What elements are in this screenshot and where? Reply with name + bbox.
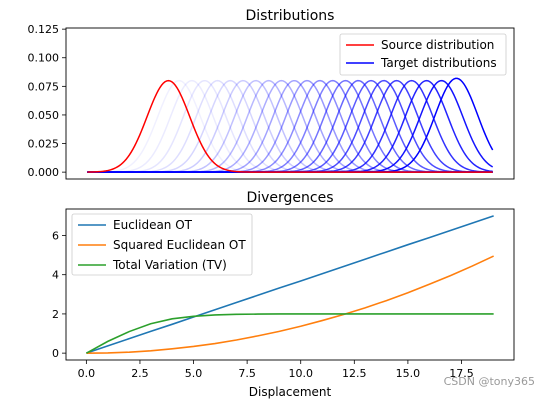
target-distribution-line (87, 79, 493, 173)
y-tick-label: 6 (52, 229, 59, 242)
target-distribution-line (87, 79, 494, 173)
x-tick-label: 17.5 (449, 367, 474, 380)
distributions-y-ticks: 0.000 0.025 0.050 0.075 0.100 0.125 (28, 23, 66, 179)
y-tick-label: 0.025 (28, 138, 60, 151)
legend-label-euclidean: Euclidean OT (113, 218, 193, 232)
legend-label-tv: Total Variation (TV) (112, 258, 227, 272)
x-tick-label: 0.0 (78, 367, 96, 380)
target-distribution-line (87, 79, 493, 173)
distributions-panel: Distributions 0.0000.0250.0500.0750.1000… (28, 8, 515, 180)
target-distribution-line (87, 79, 493, 173)
target-distribution-line (87, 79, 493, 173)
y-tick-label: 0.075 (28, 80, 60, 93)
x-tick-label: 12.5 (342, 367, 367, 380)
legend-frame (339, 33, 507, 76)
target-distribution-line (87, 79, 493, 173)
y-tick-label: 2 (52, 308, 59, 321)
divergences-panel: Divergences 0 2 4 6 0.0 2.5 5.0 7.5 10.0 12.5 15.… (52, 190, 515, 399)
x-tick-label: 10.0 (288, 367, 313, 380)
y-tick-label: 0.050 (28, 109, 60, 122)
target-distribution-line (87, 79, 493, 173)
y-tick-label: 0.125 (28, 23, 60, 36)
x-tick-label: 7.5 (238, 367, 256, 380)
legend-label-target: Target distributions (380, 56, 497, 70)
watermark: CSDN @tony365 (443, 375, 535, 388)
divergences-legend: Euclidean OT Squared Euclidean OT Total … (71, 213, 253, 276)
divergences-x-label: Displacement (249, 385, 332, 399)
y-tick-label: 0.000 (28, 166, 60, 179)
divergences-plot-area (85, 215, 494, 354)
target-distribution-line (87, 79, 493, 173)
divergences-x-ticks: 0.0 2.5 5.0 7.5 10.0 12.5 15.0 17.5 (78, 360, 474, 380)
legend-label-source: Source distribution (381, 38, 494, 52)
series-line-0 (86, 215, 494, 354)
distributions-plot-area (87, 77, 494, 173)
distributions-title: Distributions (246, 8, 335, 24)
series-line-2 (85, 313, 494, 354)
target-distribution-line (87, 79, 493, 173)
target-distribution-line (87, 79, 493, 173)
legend-label-squared: Squared Euclidean OT (113, 238, 246, 252)
distributions-axes-frame (65, 27, 515, 180)
divergences-title: Divergences (246, 190, 333, 206)
target-distribution-line (87, 79, 493, 173)
y-tick-label: 4 (52, 269, 59, 282)
target-distribution-line (87, 79, 493, 173)
divergences-y-ticks: 0 2 4 6 (52, 229, 66, 360)
target-distribution-line (87, 79, 493, 173)
x-tick-label: 5.0 (185, 367, 203, 380)
target-distribution-line (87, 79, 493, 173)
target-distribution-line (87, 79, 493, 173)
divergences-axes-frame (65, 208, 515, 361)
distributions-legend: Source distribution Target distributions (339, 33, 507, 76)
target-distribution-line (87, 79, 493, 173)
target-distribution-line (87, 79, 493, 173)
target-distribution-line (87, 79, 493, 173)
target-distribution-line (87, 79, 493, 173)
x-tick-label: 15.0 (396, 367, 421, 380)
x-tick-label: 2.5 (131, 367, 149, 380)
series-line-1 (86, 255, 494, 354)
y-tick-label: 0.100 (28, 52, 60, 65)
legend-frame (71, 213, 253, 276)
target-distribution-line (87, 79, 493, 173)
target-distribution-line (87, 79, 493, 173)
source-distribution-line (87, 79, 493, 173)
target-distribution-line (87, 77, 494, 173)
y-tick-label: 0 (52, 347, 59, 360)
